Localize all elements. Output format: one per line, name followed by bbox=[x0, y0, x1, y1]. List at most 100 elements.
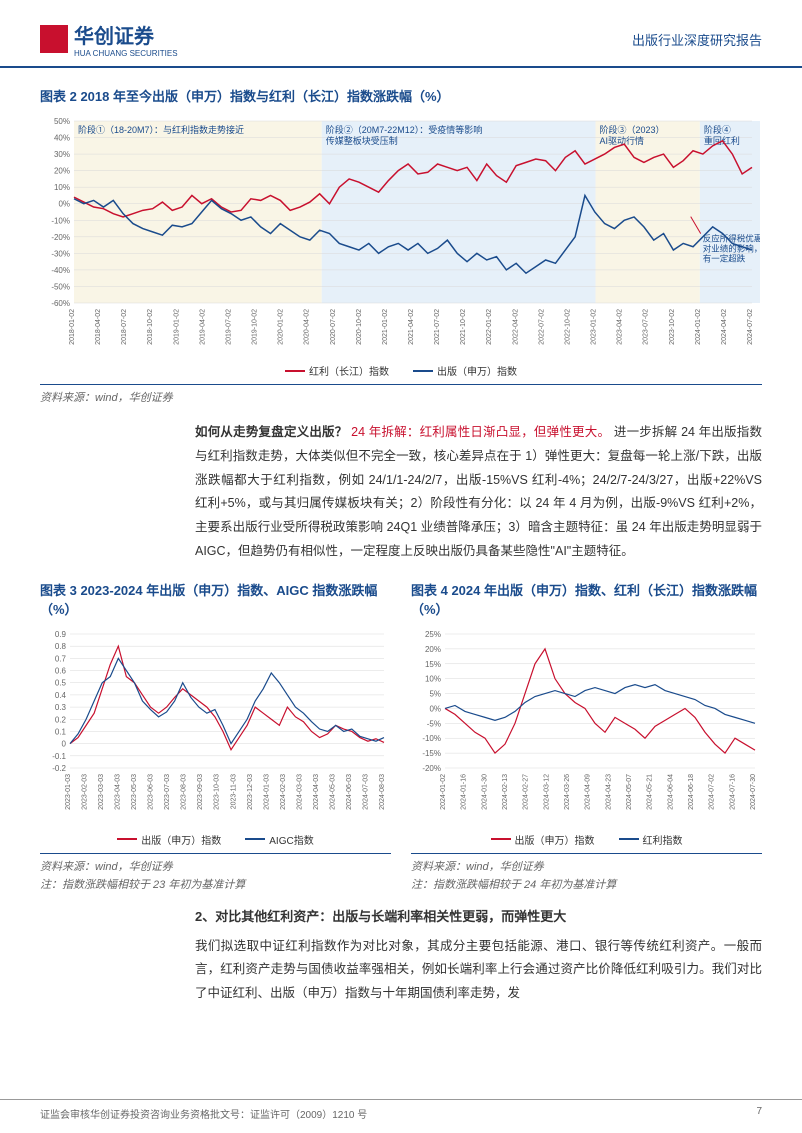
svg-text:2024-06-18: 2024-06-18 bbox=[688, 773, 695, 809]
svg-text:2023-01-02: 2023-01-02 bbox=[591, 309, 598, 345]
svg-text:2019-01-02: 2019-01-02 bbox=[173, 309, 180, 345]
svg-text:2023-03-03: 2023-03-03 bbox=[98, 773, 105, 809]
svg-text:2022-04-02: 2022-04-02 bbox=[512, 309, 519, 345]
legend-item: AIGC指数 bbox=[245, 832, 313, 847]
svg-text:2024-01-30: 2024-01-30 bbox=[481, 773, 488, 809]
chart4-legend: 出版（申万）指数 红利指数 bbox=[411, 832, 762, 847]
svg-text:-60%: -60% bbox=[51, 299, 70, 308]
svg-text:2024-03-03: 2024-03-03 bbox=[296, 773, 303, 809]
svg-text:2024-07-30: 2024-07-30 bbox=[750, 773, 757, 809]
svg-text:2020-01-02: 2020-01-02 bbox=[278, 309, 285, 345]
svg-text:0.6: 0.6 bbox=[55, 666, 67, 675]
svg-text:2024-05-03: 2024-05-03 bbox=[329, 773, 336, 809]
svg-text:2023-09-03: 2023-09-03 bbox=[197, 773, 204, 809]
svg-text:2021-07-02: 2021-07-02 bbox=[434, 309, 441, 345]
svg-text:有一定超跌: 有一定超跌 bbox=[703, 254, 746, 264]
svg-text:2024-08-03: 2024-08-03 bbox=[379, 773, 386, 809]
svg-text:2018-10-02: 2018-10-02 bbox=[147, 309, 154, 345]
svg-text:0.4: 0.4 bbox=[55, 690, 67, 699]
svg-text:对业绩的影响，市场: 对业绩的影响，市场 bbox=[703, 244, 760, 254]
svg-text:0: 0 bbox=[62, 739, 67, 748]
svg-text:2020-04-02: 2020-04-02 bbox=[304, 309, 311, 345]
svg-text:2018-01-02: 2018-01-02 bbox=[69, 309, 76, 345]
svg-text:2024-05-21: 2024-05-21 bbox=[647, 773, 654, 809]
legend-label: 红利指数 bbox=[643, 832, 683, 847]
svg-text:0%: 0% bbox=[429, 704, 441, 713]
svg-text:-20%: -20% bbox=[51, 233, 70, 242]
svg-text:2024-07-02: 2024-07-02 bbox=[747, 309, 754, 345]
svg-text:2024-06-04: 2024-06-04 bbox=[667, 773, 674, 809]
svg-text:2024-01-16: 2024-01-16 bbox=[461, 773, 468, 809]
svg-text:2024-03-26: 2024-03-26 bbox=[564, 773, 571, 809]
logo-text: 华创证券 HUA CHUANG SECURITIES bbox=[74, 20, 178, 58]
chart4-source: 资料来源：wind，华创证券 bbox=[411, 853, 762, 874]
svg-text:0.1: 0.1 bbox=[55, 727, 67, 736]
svg-text:2021-01-02: 2021-01-02 bbox=[382, 309, 389, 345]
svg-text:20%: 20% bbox=[54, 167, 70, 176]
svg-text:10%: 10% bbox=[54, 183, 70, 192]
svg-text:2023-07-03: 2023-07-03 bbox=[164, 773, 171, 809]
legend-swatch bbox=[619, 838, 639, 840]
svg-text:-10%: -10% bbox=[422, 734, 441, 743]
logo-icon bbox=[40, 25, 68, 53]
svg-text:反应所得税优惠到期: 反应所得税优惠到期 bbox=[703, 234, 760, 244]
svg-text:2023-10-02: 2023-10-02 bbox=[669, 309, 676, 345]
svg-text:-50%: -50% bbox=[51, 282, 70, 291]
svg-text:2023-05-03: 2023-05-03 bbox=[131, 773, 138, 809]
svg-text:阶段④: 阶段④ bbox=[704, 124, 731, 135]
page-footer: 证监会审核华创证券投资咨询业务资格批文号：证监许可（2009）1210 号 7 bbox=[0, 1099, 802, 1121]
svg-text:2024-04-02: 2024-04-02 bbox=[721, 309, 728, 345]
svg-text:25%: 25% bbox=[425, 630, 441, 639]
svg-text:2023-11-03: 2023-11-03 bbox=[230, 773, 237, 808]
svg-text:2020-07-02: 2020-07-02 bbox=[330, 309, 337, 345]
legend-swatch bbox=[245, 838, 265, 840]
svg-text:2023-10-03: 2023-10-03 bbox=[214, 773, 221, 809]
chart2-title: 图表 2 2018 年至今出版（申万）指数与红利（长江）指数涨跌幅（%） bbox=[40, 86, 762, 105]
paragraph-1: 如何从走势复盘定义出版？ 24 年拆解：红利属性日渐凸显，但弹性更大。 进一步拆… bbox=[195, 421, 762, 564]
svg-text:传媒整板块受压制: 传媒整板块受压制 bbox=[326, 135, 398, 146]
svg-text:0.3: 0.3 bbox=[55, 703, 67, 712]
svg-text:0%: 0% bbox=[58, 200, 70, 209]
svg-text:50%: 50% bbox=[54, 117, 70, 126]
svg-text:0.9: 0.9 bbox=[55, 630, 67, 639]
footer-page: 7 bbox=[756, 1106, 762, 1121]
page-header: 华创证券 HUA CHUANG SECURITIES 出版行业深度研究报告 bbox=[0, 0, 802, 68]
chart4-title: 图表 4 2024 年出版（申万）指数、红利（长江）指数涨跌幅（%） bbox=[411, 580, 762, 618]
chart2-container: -60%-50%-40%-30%-20%-10%0%10%20%30%40%50… bbox=[40, 115, 762, 378]
svg-text:-0.2: -0.2 bbox=[52, 764, 66, 773]
svg-text:30%: 30% bbox=[54, 150, 70, 159]
svg-text:0.2: 0.2 bbox=[55, 715, 67, 724]
svg-text:2024-07-03: 2024-07-03 bbox=[362, 773, 369, 809]
svg-text:2024-04-03: 2024-04-03 bbox=[313, 773, 320, 809]
svg-text:40%: 40% bbox=[54, 134, 70, 143]
logo-block: 华创证券 HUA CHUANG SECURITIES bbox=[40, 20, 178, 58]
svg-text:2024-01-02: 2024-01-02 bbox=[695, 309, 702, 345]
report-type: 出版行业深度研究报告 bbox=[632, 30, 762, 49]
svg-text:2023-04-03: 2023-04-03 bbox=[115, 773, 122, 809]
svg-text:20%: 20% bbox=[425, 644, 441, 653]
chart2-source: 资料来源：wind，华创证券 bbox=[40, 384, 762, 405]
chart2-legend: 红利（长江）指数出版（申万）指数 bbox=[40, 363, 762, 378]
svg-text:2018-04-02: 2018-04-02 bbox=[95, 309, 102, 345]
svg-text:2019-10-02: 2019-10-02 bbox=[252, 309, 259, 345]
legend-label: 出版（申万）指数 bbox=[141, 832, 221, 847]
para1-red: 24 年拆解：红利属性日渐凸显，但弹性更大。 bbox=[351, 425, 610, 439]
chart3-note: 注：指数涨跌幅相较于 23 年初为基准计算 bbox=[40, 876, 391, 892]
svg-text:-40%: -40% bbox=[51, 266, 70, 275]
svg-text:2023-06-03: 2023-06-03 bbox=[148, 773, 155, 809]
legend-label: 出版（申万）指数 bbox=[515, 832, 595, 847]
chart4-note: 注：指数涨跌幅相较于 24 年初为基准计算 bbox=[411, 876, 762, 892]
section2-heading: 2、对比其他红利资产：出版与长端利率相关性更弱，而弹性更大 bbox=[195, 906, 762, 925]
svg-text:0.8: 0.8 bbox=[55, 642, 67, 651]
svg-text:2024-01-02: 2024-01-02 bbox=[440, 773, 447, 809]
svg-text:2023-08-03: 2023-08-03 bbox=[181, 773, 188, 809]
svg-text:2018-07-02: 2018-07-02 bbox=[121, 309, 128, 345]
svg-text:2019-07-02: 2019-07-02 bbox=[225, 309, 232, 345]
svg-text:-5%: -5% bbox=[427, 719, 441, 728]
svg-text:2022-01-02: 2022-01-02 bbox=[486, 309, 493, 345]
svg-text:2024-07-16: 2024-07-16 bbox=[729, 773, 736, 809]
chart3-svg: -0.2-0.100.10.20.30.40.50.60.70.80.92023… bbox=[40, 628, 390, 828]
svg-text:2024-05-07: 2024-05-07 bbox=[626, 773, 633, 809]
svg-text:2021-10-02: 2021-10-02 bbox=[460, 309, 467, 345]
legend-swatch bbox=[491, 838, 511, 840]
